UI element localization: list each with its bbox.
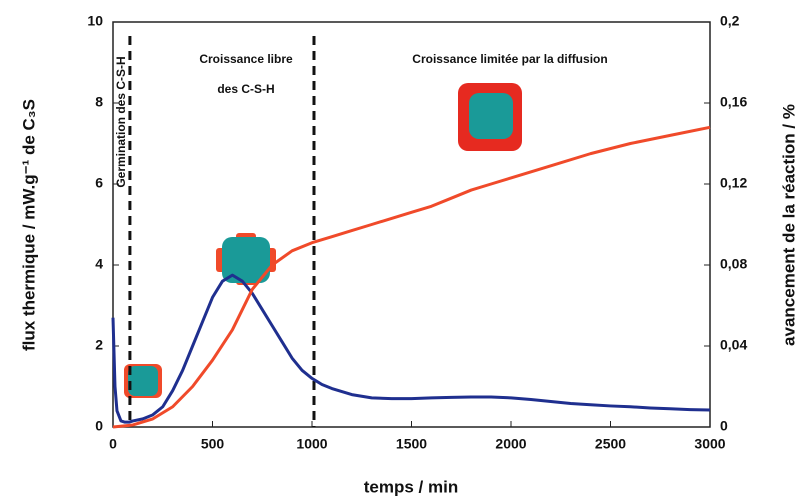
particle-icon-large: [458, 83, 522, 151]
y2-tick-label: 0,2: [720, 13, 740, 29]
x-tick-label: 500: [201, 436, 225, 452]
x-tick-label: 2000: [495, 436, 526, 452]
x-tick-label: 1500: [396, 436, 427, 452]
annotation: Croissance libre: [199, 52, 293, 66]
y2-tick-label: 0,08: [720, 256, 747, 272]
x-tick-label: 3000: [694, 436, 725, 452]
x-axis-label: temps / min: [364, 477, 458, 496]
particle-icon-medium: [216, 233, 276, 285]
series-line: [112, 125, 711, 429]
x-tick-label: 1000: [296, 436, 327, 452]
y2-tick-label: 0,12: [720, 175, 747, 191]
annotation: des C-S-H: [217, 82, 274, 96]
y2-tick-label: 0: [720, 418, 728, 434]
y-tick-label: 4: [95, 256, 103, 272]
y-tick-label: 0: [95, 418, 103, 434]
plot-frame: [112, 21, 711, 428]
y-axis-label: flux thermique / mW.g⁻¹ de C₃S: [19, 99, 38, 351]
y2-tick-label: 0,04: [720, 337, 747, 353]
y2-axis-label: avancement de la réaction / %: [779, 104, 798, 346]
particle-icon-small: [124, 364, 162, 398]
y-tick-label: 8: [95, 94, 103, 110]
y-tick-label: 6: [95, 175, 103, 191]
y2-tick-label: 0,16: [720, 94, 747, 110]
x-tick-label: 2500: [595, 436, 626, 452]
series-line: [111, 273, 711, 424]
annotation: Croissance limitée par la diffusion: [412, 52, 607, 66]
x-tick-label: 0: [109, 436, 117, 452]
y-tick-label: 2: [95, 337, 103, 353]
annotation: Germination des C-S-H: [114, 56, 128, 187]
y-tick-label: 10: [87, 13, 103, 29]
